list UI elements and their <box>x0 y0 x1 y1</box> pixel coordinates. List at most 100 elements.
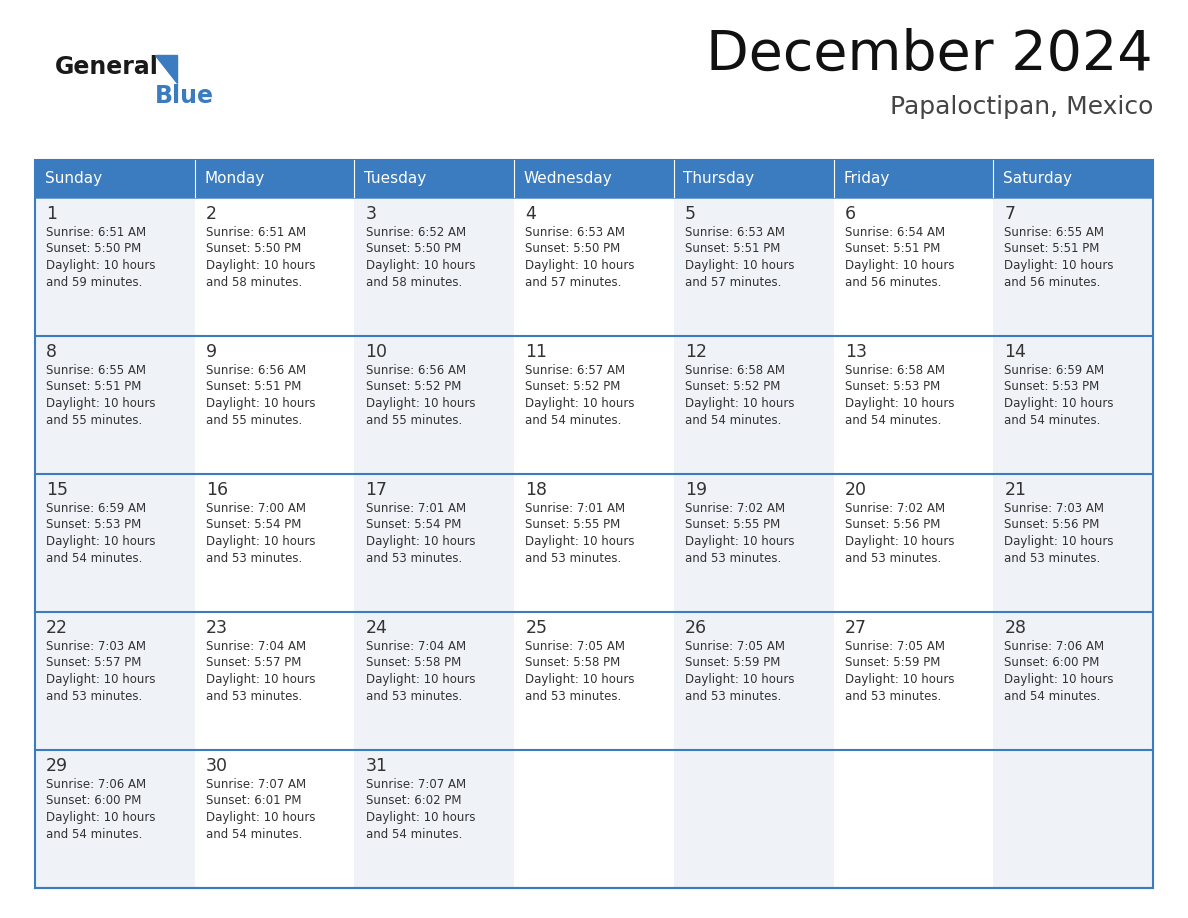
Bar <box>514 474 674 612</box>
Bar <box>195 474 354 612</box>
Text: Sunset: 5:57 PM: Sunset: 5:57 PM <box>46 656 141 669</box>
Bar <box>674 336 834 474</box>
Bar <box>34 612 195 750</box>
Text: Sunset: 6:01 PM: Sunset: 6:01 PM <box>206 794 302 808</box>
Text: Daylight: 10 hours: Daylight: 10 hours <box>845 259 954 272</box>
Text: Sunset: 5:58 PM: Sunset: 5:58 PM <box>366 656 461 669</box>
Text: 15: 15 <box>46 481 68 499</box>
Text: Sunset: 5:52 PM: Sunset: 5:52 PM <box>525 380 620 394</box>
Text: 28: 28 <box>1005 619 1026 637</box>
Text: 30: 30 <box>206 757 228 775</box>
Bar <box>834 750 993 888</box>
Text: 31: 31 <box>366 757 387 775</box>
Bar <box>34 750 195 888</box>
Text: 3: 3 <box>366 205 377 223</box>
Text: 4: 4 <box>525 205 536 223</box>
Bar <box>674 198 834 336</box>
Text: Thursday: Thursday <box>683 172 754 186</box>
Bar <box>834 198 993 336</box>
Text: Sunset: 6:00 PM: Sunset: 6:00 PM <box>46 794 141 808</box>
Text: December 2024: December 2024 <box>707 28 1154 82</box>
Text: Daylight: 10 hours: Daylight: 10 hours <box>366 259 475 272</box>
Text: Daylight: 10 hours: Daylight: 10 hours <box>845 397 954 410</box>
Text: and 55 minutes.: and 55 minutes. <box>46 413 143 427</box>
Text: Sunset: 5:57 PM: Sunset: 5:57 PM <box>206 656 302 669</box>
Text: Sunset: 5:51 PM: Sunset: 5:51 PM <box>46 380 141 394</box>
Text: Sunset: 6:00 PM: Sunset: 6:00 PM <box>1005 656 1100 669</box>
Text: Daylight: 10 hours: Daylight: 10 hours <box>206 259 315 272</box>
Text: Daylight: 10 hours: Daylight: 10 hours <box>685 535 795 548</box>
Bar <box>354 198 514 336</box>
Text: Daylight: 10 hours: Daylight: 10 hours <box>525 535 634 548</box>
Text: 5: 5 <box>685 205 696 223</box>
Text: Sunrise: 6:58 AM: Sunrise: 6:58 AM <box>685 364 785 377</box>
Text: Sunrise: 7:02 AM: Sunrise: 7:02 AM <box>845 502 944 515</box>
Text: Sunset: 5:50 PM: Sunset: 5:50 PM <box>206 242 301 255</box>
Bar <box>195 336 354 474</box>
Bar <box>514 750 674 888</box>
Bar <box>354 160 514 198</box>
Bar <box>674 474 834 612</box>
Text: 22: 22 <box>46 619 68 637</box>
Text: Sunset: 5:55 PM: Sunset: 5:55 PM <box>525 519 620 532</box>
Text: 16: 16 <box>206 481 228 499</box>
Bar <box>993 198 1154 336</box>
Bar <box>34 160 195 198</box>
Bar <box>993 474 1154 612</box>
Text: 24: 24 <box>366 619 387 637</box>
Text: Daylight: 10 hours: Daylight: 10 hours <box>685 259 795 272</box>
Text: Sunrise: 6:56 AM: Sunrise: 6:56 AM <box>366 364 466 377</box>
Bar <box>993 750 1154 888</box>
Text: Daylight: 10 hours: Daylight: 10 hours <box>685 397 795 410</box>
Text: and 54 minutes.: and 54 minutes. <box>46 827 143 841</box>
Text: Sunset: 5:53 PM: Sunset: 5:53 PM <box>845 380 940 394</box>
Text: Sunset: 5:58 PM: Sunset: 5:58 PM <box>525 656 620 669</box>
Bar <box>834 612 993 750</box>
Text: Sunset: 5:56 PM: Sunset: 5:56 PM <box>845 519 940 532</box>
Text: and 58 minutes.: and 58 minutes. <box>366 275 462 288</box>
Text: Sunrise: 6:59 AM: Sunrise: 6:59 AM <box>1005 364 1105 377</box>
Bar <box>514 198 674 336</box>
Text: and 58 minutes.: and 58 minutes. <box>206 275 302 288</box>
Text: Sunset: 5:51 PM: Sunset: 5:51 PM <box>845 242 940 255</box>
Text: Daylight: 10 hours: Daylight: 10 hours <box>525 259 634 272</box>
Bar <box>674 160 834 198</box>
Text: Sunrise: 7:06 AM: Sunrise: 7:06 AM <box>46 778 146 791</box>
Text: General: General <box>55 55 159 79</box>
Text: 17: 17 <box>366 481 387 499</box>
Text: Sunset: 5:50 PM: Sunset: 5:50 PM <box>525 242 620 255</box>
Text: 27: 27 <box>845 619 867 637</box>
Text: 26: 26 <box>685 619 707 637</box>
Text: Sunday: Sunday <box>45 172 102 186</box>
Text: 10: 10 <box>366 343 387 361</box>
Bar <box>354 336 514 474</box>
Text: and 53 minutes.: and 53 minutes. <box>1005 552 1101 565</box>
Text: Sunrise: 6:51 AM: Sunrise: 6:51 AM <box>46 226 146 239</box>
Text: Sunrise: 6:55 AM: Sunrise: 6:55 AM <box>46 364 146 377</box>
Bar <box>34 198 195 336</box>
Text: 29: 29 <box>46 757 68 775</box>
Bar <box>514 336 674 474</box>
Text: Daylight: 10 hours: Daylight: 10 hours <box>685 673 795 686</box>
Bar <box>834 474 993 612</box>
Text: Daylight: 10 hours: Daylight: 10 hours <box>206 673 315 686</box>
Text: 9: 9 <box>206 343 217 361</box>
Text: Sunrise: 7:02 AM: Sunrise: 7:02 AM <box>685 502 785 515</box>
Text: Sunrise: 7:01 AM: Sunrise: 7:01 AM <box>525 502 625 515</box>
Text: 7: 7 <box>1005 205 1016 223</box>
Text: Sunrise: 6:51 AM: Sunrise: 6:51 AM <box>206 226 307 239</box>
Bar <box>993 612 1154 750</box>
Text: Sunrise: 6:59 AM: Sunrise: 6:59 AM <box>46 502 146 515</box>
Text: Daylight: 10 hours: Daylight: 10 hours <box>1005 259 1114 272</box>
Text: Daylight: 10 hours: Daylight: 10 hours <box>46 259 156 272</box>
Text: Monday: Monday <box>204 172 265 186</box>
Text: and 53 minutes.: and 53 minutes. <box>845 689 941 702</box>
Text: Sunrise: 6:52 AM: Sunrise: 6:52 AM <box>366 226 466 239</box>
Bar <box>993 336 1154 474</box>
Text: Daylight: 10 hours: Daylight: 10 hours <box>206 397 315 410</box>
Bar <box>834 160 993 198</box>
Text: and 54 minutes.: and 54 minutes. <box>1005 413 1101 427</box>
Bar <box>354 474 514 612</box>
Bar <box>674 750 834 888</box>
Polygon shape <box>154 55 177 83</box>
